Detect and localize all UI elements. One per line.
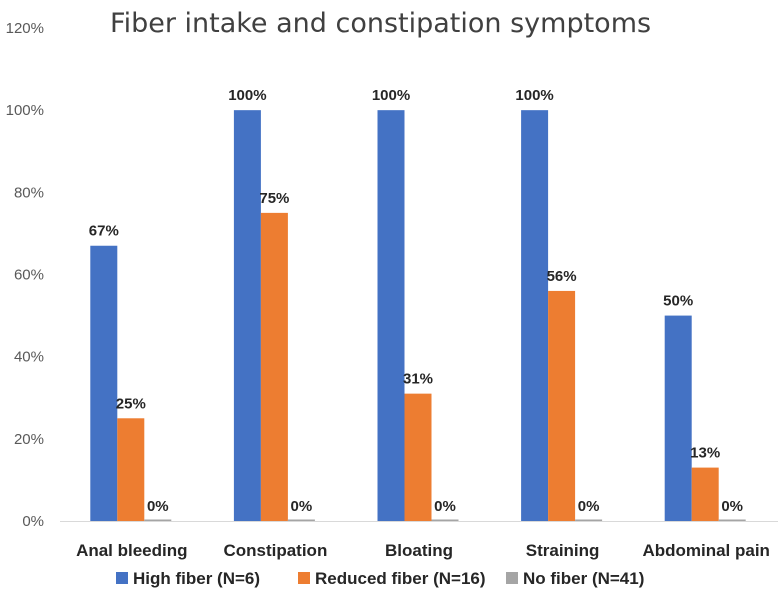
bar-no-fiber-n-41-anal-bleeding bbox=[144, 519, 172, 521]
data-labels: 67% 25% 0% 100% 75% 0% 100% 31% 0% 100% 56% 0% 50% 13… bbox=[89, 87, 743, 515]
bar-high-fiber-n-6-abdominal-pain bbox=[664, 315, 692, 521]
y-tick-label-100: 100% bbox=[6, 102, 44, 119]
bar-reduced-fiber-n-16-anal-bleeding bbox=[117, 418, 145, 521]
x-category-label-anal-bleeding: Anal bleeding bbox=[76, 541, 187, 560]
data-label-no-fiber-n-41-bloating: 0% bbox=[434, 498, 456, 515]
bar-high-fiber-n-6-anal-bleeding bbox=[90, 245, 118, 521]
data-label-reduced-fiber-n-16-anal-bleeding: 25% bbox=[116, 395, 146, 412]
data-label-high-fiber-n-6-anal-bleeding: 67% bbox=[89, 223, 119, 240]
y-tick-label-20: 20% bbox=[14, 431, 44, 448]
data-label-no-fiber-n-41-straining: 0% bbox=[578, 498, 600, 515]
y-tick-label-120: 120% bbox=[6, 20, 44, 37]
legend-swatch-high-fiber-n-6 bbox=[116, 572, 128, 584]
bars bbox=[90, 110, 746, 522]
data-label-high-fiber-n-6-abdominal-pain: 50% bbox=[663, 293, 693, 310]
legend-label-no-fiber-n-41: No fiber (N=41) bbox=[523, 569, 644, 588]
data-label-no-fiber-n-41-abdominal-pain: 0% bbox=[721, 498, 743, 515]
bar-reduced-fiber-n-16-constipation bbox=[260, 212, 288, 521]
data-label-no-fiber-n-41-constipation: 0% bbox=[291, 498, 313, 515]
data-label-no-fiber-n-41-anal-bleeding: 0% bbox=[147, 498, 169, 515]
x-category-label-bloating: Bloating bbox=[385, 541, 453, 560]
legend-swatch-no-fiber-n-41 bbox=[506, 572, 518, 584]
y-tick-label-40: 40% bbox=[14, 349, 44, 366]
data-label-reduced-fiber-n-16-constipation: 75% bbox=[259, 190, 289, 207]
data-label-reduced-fiber-n-16-abdominal-pain: 13% bbox=[690, 445, 720, 462]
x-category-label-straining: Straining bbox=[526, 541, 600, 560]
legend-label-reduced-fiber-n-16: Reduced fiber (N=16) bbox=[315, 569, 486, 588]
data-label-reduced-fiber-n-16-bloating: 31% bbox=[403, 371, 433, 388]
y-axis: 0% 20% 40% 60% 80% 100% 120% bbox=[6, 20, 44, 530]
bar-high-fiber-n-6-constipation bbox=[233, 110, 261, 522]
data-label-high-fiber-n-6-bloating: 100% bbox=[372, 87, 410, 104]
data-label-reduced-fiber-n-16-straining: 56% bbox=[547, 268, 577, 285]
x-category-label-constipation: Constipation bbox=[223, 541, 327, 560]
data-label-high-fiber-n-6-constipation: 100% bbox=[228, 87, 266, 104]
legend-swatch-reduced-fiber-n-16 bbox=[298, 572, 310, 584]
bar-no-fiber-n-41-constipation bbox=[287, 519, 315, 521]
data-label-high-fiber-n-6-straining: 100% bbox=[515, 87, 553, 104]
bar-reduced-fiber-n-16-bloating bbox=[404, 393, 432, 521]
bar-reduced-fiber-n-16-straining bbox=[548, 290, 576, 521]
bar-high-fiber-n-6-bloating bbox=[377, 110, 405, 522]
x-axis: Anal bleeding Constipation Bloating Straini… bbox=[60, 521, 778, 560]
y-tick-label-0: 0% bbox=[22, 513, 44, 530]
bar-high-fiber-n-6-straining bbox=[521, 110, 549, 522]
chart-title: Fiber intake and constipation symptoms bbox=[110, 8, 651, 39]
bar-reduced-fiber-n-16-abdominal-pain bbox=[691, 467, 719, 521]
bar-no-fiber-n-41-abdominal-pain bbox=[718, 519, 746, 521]
bar-no-fiber-n-41-bloating bbox=[431, 519, 459, 521]
legend-label-high-fiber-n-6: High fiber (N=6) bbox=[133, 569, 260, 588]
y-tick-label-60: 60% bbox=[14, 267, 44, 284]
y-tick-label-80: 80% bbox=[14, 184, 44, 201]
x-category-label-abdominal-pain: Abdominal pain bbox=[642, 541, 770, 560]
legend: High fiber (N=6) Reduced fiber (N=16) No f… bbox=[116, 569, 644, 588]
bar-no-fiber-n-41-straining bbox=[575, 519, 603, 521]
